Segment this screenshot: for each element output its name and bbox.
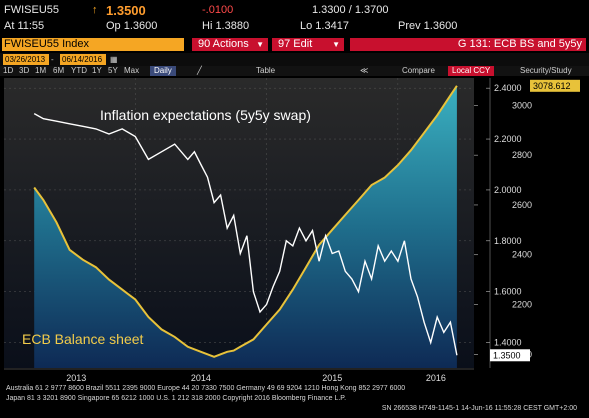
range-1y[interactable]: 1Y bbox=[92, 66, 102, 75]
last-value-labels: 3078.612 1.3500 bbox=[490, 79, 580, 362]
inflation-last-badge bbox=[490, 349, 530, 362]
inner-axis-tick-label: 2800 bbox=[512, 150, 532, 160]
ticker-index-field[interactable]: FWISEU55 Index bbox=[2, 38, 184, 51]
inner-axis-tick-label: 2600 bbox=[512, 200, 532, 210]
table-button[interactable]: Table bbox=[256, 66, 276, 75]
edit-menu-button[interactable]: 97 Edit ▼ bbox=[272, 38, 344, 51]
dropdown-arrow-icon: ▼ bbox=[332, 40, 340, 49]
range-6m[interactable]: 6M bbox=[53, 66, 65, 75]
last-price: 1.3500 bbox=[106, 3, 146, 18]
balance-sheet-line bbox=[33, 85, 458, 358]
quote-time: At 11:55 bbox=[4, 20, 45, 32]
x-axis-tick-label: 2016 bbox=[426, 373, 446, 383]
frequency-select[interactable]: Daily bbox=[150, 66, 176, 76]
actions-menu-button[interactable]: 90 Actions ▼ bbox=[192, 38, 268, 51]
x-axis-tick-label: 2015 bbox=[322, 373, 342, 383]
low-price: Lo 1.3417 bbox=[300, 20, 349, 32]
price-change: -.0100 bbox=[202, 4, 234, 16]
right-axis-outer: 2.4000 2.2000 2.0000 1.8000 1.6000 1.4000 bbox=[486, 78, 522, 368]
security-study-menu[interactable]: Security/Study bbox=[520, 66, 572, 75]
range-3d[interactable]: 3D bbox=[19, 66, 30, 75]
range-5y[interactable]: 5Y bbox=[108, 66, 118, 75]
end-date-field[interactable]: 06/14/2016 bbox=[60, 54, 106, 65]
range-max[interactable]: Max bbox=[124, 66, 140, 75]
range-ytd[interactable]: YTD bbox=[71, 66, 87, 75]
back-icon[interactable]: ≪ bbox=[360, 66, 369, 75]
actions-label: 90 Actions bbox=[198, 38, 249, 50]
balance-sheet-area bbox=[34, 85, 457, 369]
date-separator: - bbox=[51, 55, 54, 64]
chart: Inflation expectations (5y5y swap) ECB B… bbox=[0, 76, 589, 400]
outer-axis-tick-label: 2.4000 bbox=[494, 83, 522, 93]
inflation-last-value: 1.3500 bbox=[493, 350, 521, 360]
balance-last-value: 3078.612 bbox=[533, 81, 571, 91]
quote-row-secondary: At 11:55 Op 1.3600 Hi 1.3880 Lo 1.3417 P… bbox=[0, 18, 589, 35]
high-price: Hi 1.3880 bbox=[202, 20, 250, 32]
annotation-balance-sheet: ECB Balance sheet bbox=[22, 331, 144, 347]
inner-axis-tick-label: 3000 bbox=[512, 100, 532, 110]
range-1m[interactable]: 1M bbox=[35, 66, 47, 75]
quote-row-primary: FWISEU55 ↑ 1.3500 -.0100 1.3300 / 1.3700 bbox=[0, 2, 589, 19]
range-1d[interactable]: 1D bbox=[3, 66, 14, 75]
inner-axis-tick-label: 2400 bbox=[512, 250, 532, 260]
outer-axis-tick-label: 1.8000 bbox=[494, 236, 522, 246]
calendar-icon[interactable]: ▦ bbox=[110, 55, 118, 64]
footer-line-2: Japan 81 3 3201 8900 Singapore 65 6212 1… bbox=[6, 395, 347, 402]
prev-price: Prev 1.3600 bbox=[398, 20, 458, 32]
dropdown-arrow-icon: ▼ bbox=[256, 40, 264, 49]
outer-axis-tick-label: 1.6000 bbox=[494, 287, 522, 297]
balance-last-badge bbox=[530, 79, 580, 92]
open-price: Op 1.3600 bbox=[106, 20, 158, 32]
chart-subtoolbar: 1D 3D 1M 6M YTD 1Y 5Y Max Daily ╱ Table … bbox=[0, 66, 589, 76]
outer-axis-tick-label: 1.4000 bbox=[494, 338, 522, 348]
edit-label: 97 Edit bbox=[278, 38, 313, 50]
ticker-symbol[interactable]: FWISEU55 bbox=[4, 4, 60, 16]
x-axis: 2013 2014 2015 2016 bbox=[4, 368, 474, 383]
command-bar: FWISEU55 Index 90 Actions ▼ 97 Edit ▼ G … bbox=[0, 37, 589, 52]
x-axis-tick-label: 2014 bbox=[191, 373, 211, 383]
currency-select[interactable]: Local CCY bbox=[448, 66, 495, 76]
chart-page-title: G 131: ECB BS and 5y5y bbox=[350, 38, 586, 51]
start-date-field[interactable]: 03/26/2013 bbox=[3, 54, 49, 65]
annotation-inflation: Inflation expectations (5y5y swap) bbox=[100, 107, 311, 123]
x-axis-tick-label: 2013 bbox=[66, 373, 86, 383]
chart-toolbar: 03/26/2013 - 06/14/2016 ▦ bbox=[0, 53, 589, 66]
footer-line-3: SN 266538 H749-1145-1 14-Jun-16 11:55:28… bbox=[381, 405, 577, 412]
bid-ask: 1.3300 / 1.3700 bbox=[312, 4, 389, 16]
outer-axis-tick-label: 2.2000 bbox=[494, 134, 522, 144]
inner-axis-tick-label: 2200 bbox=[512, 300, 532, 310]
line-chart-icon[interactable]: ╱ bbox=[197, 66, 202, 75]
inflation-expectations-line bbox=[33, 112, 458, 356]
up-arrow-icon: ↑ bbox=[92, 4, 98, 16]
compare-label[interactable]: Compare bbox=[402, 66, 435, 75]
footer-line-1: Australia 61 2 9777 8600 Brazil 5511 239… bbox=[6, 385, 406, 392]
outer-axis-tick-label: 2.0000 bbox=[494, 185, 522, 195]
